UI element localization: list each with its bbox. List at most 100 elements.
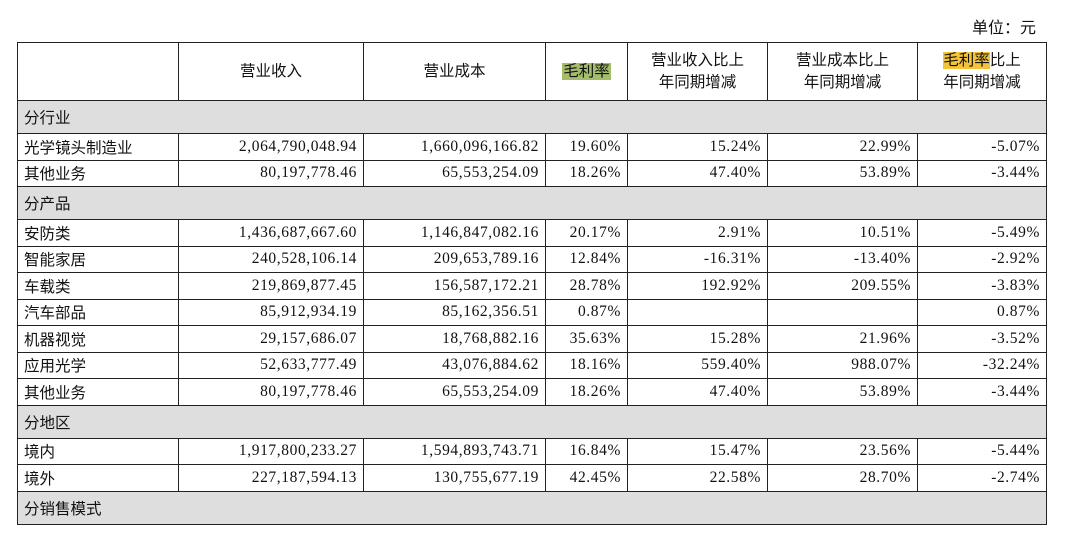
row-label: 其他业务 (17, 159, 179, 187)
data-cell: 2.91% (627, 219, 768, 247)
header-text: 年同期增减 (658, 73, 737, 91)
header-cell: 营业收入 (178, 42, 364, 101)
data-cell: 240,528,106.14 (178, 245, 364, 273)
data-cell: 80,197,778.46 (178, 378, 364, 406)
section-row: 分行业 (17, 100, 1047, 134)
data-row: 智能家居 240,528,106.14 209,653,789.16 12.84% -1… (17, 245, 1047, 273)
data-cell: 227,187,594.13 (178, 464, 364, 492)
data-cell: 18,768,882.16 (363, 325, 546, 353)
header-text: 营业成本 (423, 62, 486, 80)
data-cell: 1,594,893,743.71 (363, 437, 546, 465)
data-cell: 219,869,877.45 (178, 272, 364, 300)
data-cell: -13.40% (767, 245, 918, 273)
header-cell: 毛利率比上 年同期增减 (917, 42, 1047, 101)
header-text: 营业收入比上 (650, 51, 744, 69)
data-cell: 15.47% (627, 437, 768, 465)
data-row: 应用光学 52,633,777.49 43,076,884.62 18.16% 559.… (17, 351, 1047, 379)
section-label: 分产品 (17, 186, 1047, 220)
data-cell: 29,157,686.07 (178, 325, 364, 353)
data-row: 安防类 1,436,687,667.60 1,146,847,082.16 20.17… (17, 219, 1047, 247)
data-cell: -2.92% (917, 245, 1047, 273)
table-body: 分行业 光学镜头制造业 2,064,790,048.94 1,660,096,166.… (17, 100, 1047, 525)
data-cell: 12.84% (545, 245, 628, 273)
header-text: 毛利率 (562, 62, 611, 80)
data-cell: 16.84% (545, 437, 628, 465)
header-cell: 营业收入比上 年同期增减 (627, 42, 768, 101)
header-cell: 营业成本 (363, 42, 546, 101)
data-cell: 80,197,778.46 (178, 159, 364, 187)
section-row: 分产品 (17, 186, 1047, 220)
header-cell: 毛利率 (545, 42, 628, 101)
data-cell: 15.28% (627, 325, 768, 353)
data-cell: 130,755,677.19 (363, 464, 546, 492)
header-cell: 营业成本比上 年同期增减 (767, 42, 918, 101)
data-cell: 192.92% (627, 272, 768, 300)
data-cell: 1,917,800,233.27 (178, 437, 364, 465)
row-label: 应用光学 (17, 351, 179, 379)
data-cell: 52,633,777.49 (178, 351, 364, 379)
section-label: 分地区 (17, 404, 1047, 439)
data-cell: 65,553,254.09 (363, 159, 546, 187)
data-cell: 22.99% (767, 133, 918, 161)
data-cell: -5.49% (917, 219, 1047, 247)
data-row: 其他业务 80,197,778.46 65,553,254.09 18.26% 47.4… (17, 378, 1047, 406)
data-cell: -5.44% (917, 437, 1047, 465)
data-cell: 18.16% (545, 351, 628, 379)
data-cell: 20.17% (545, 219, 628, 247)
data-cell: -16.31% (627, 245, 768, 273)
data-cell: 988.07% (767, 351, 918, 379)
data-cell: -32.24% (917, 351, 1047, 379)
revenue-table: 营业收入 营业成本 毛利率 营业收入比上 年同期增减 营业成本比上 年同期增减 毛利… (17, 42, 1047, 525)
row-label: 安防类 (17, 219, 179, 247)
row-label: 智能家居 (17, 245, 179, 273)
data-cell: 19.60% (545, 133, 628, 161)
data-cell: 23.56% (767, 437, 918, 465)
section-label: 分行业 (17, 100, 1047, 134)
data-cell: 559.40% (627, 351, 768, 379)
data-cell: 1,146,847,082.16 (363, 219, 546, 247)
data-cell: 85,912,934.19 (178, 298, 364, 326)
section-row: 分销售模式 (17, 490, 1047, 525)
data-cell: 28.78% (545, 272, 628, 300)
section-row: 分地区 (17, 404, 1047, 439)
data-cell: -2.74% (917, 464, 1047, 492)
header-text: 毛利率 (943, 51, 990, 69)
unit-label: 单位：元 (971, 20, 1036, 37)
data-cell: 18.26% (545, 159, 628, 187)
data-cell (627, 298, 768, 326)
data-cell: 156,587,172.21 (363, 272, 546, 300)
header-text: 营业收入 (239, 62, 302, 80)
header-text: 营业成本比上 (795, 51, 889, 69)
data-cell: 35.63% (545, 325, 628, 353)
row-label: 汽车部品 (17, 298, 179, 326)
data-cell: 21.96% (767, 325, 918, 353)
data-cell: 1,660,096,166.82 (363, 133, 546, 161)
data-row: 其他业务 80,197,778.46 65,553,254.09 18.26% 47.4… (17, 159, 1047, 187)
data-cell: -3.44% (917, 378, 1047, 406)
row-label: 境内 (17, 437, 179, 465)
data-cell: 42.45% (545, 464, 628, 492)
data-cell: 43,076,884.62 (363, 351, 546, 379)
data-cell: 22.58% (627, 464, 768, 492)
data-cell: -3.52% (917, 325, 1047, 353)
header-text: 年同期增减 (803, 73, 882, 91)
data-cell: 15.24% (627, 133, 768, 161)
data-cell: 1,436,687,667.60 (178, 219, 364, 247)
row-label: 其他业务 (17, 378, 179, 406)
data-cell: -3.83% (917, 272, 1047, 300)
header-text: 比上 (989, 51, 1021, 69)
data-cell: 53.89% (767, 159, 918, 187)
data-row: 车载类 219,869,877.45 156,587,172.21 28.78% 192… (17, 272, 1047, 300)
data-cell: 209,653,789.16 (363, 245, 546, 273)
data-cell: -3.44% (917, 159, 1047, 187)
data-cell: 0.87% (545, 298, 628, 326)
row-label: 光学镜头制造业 (17, 133, 179, 161)
data-cell (767, 298, 918, 326)
header-row: 营业收入 营业成本 毛利率 营业收入比上 年同期增减 营业成本比上 年同期增减 毛利… (17, 42, 1047, 101)
data-cell: 53.89% (767, 378, 918, 406)
data-cell: 10.51% (767, 219, 918, 247)
data-cell: 65,553,254.09 (363, 378, 546, 406)
data-cell: 209.55% (767, 272, 918, 300)
data-cell: -5.07% (917, 133, 1047, 161)
